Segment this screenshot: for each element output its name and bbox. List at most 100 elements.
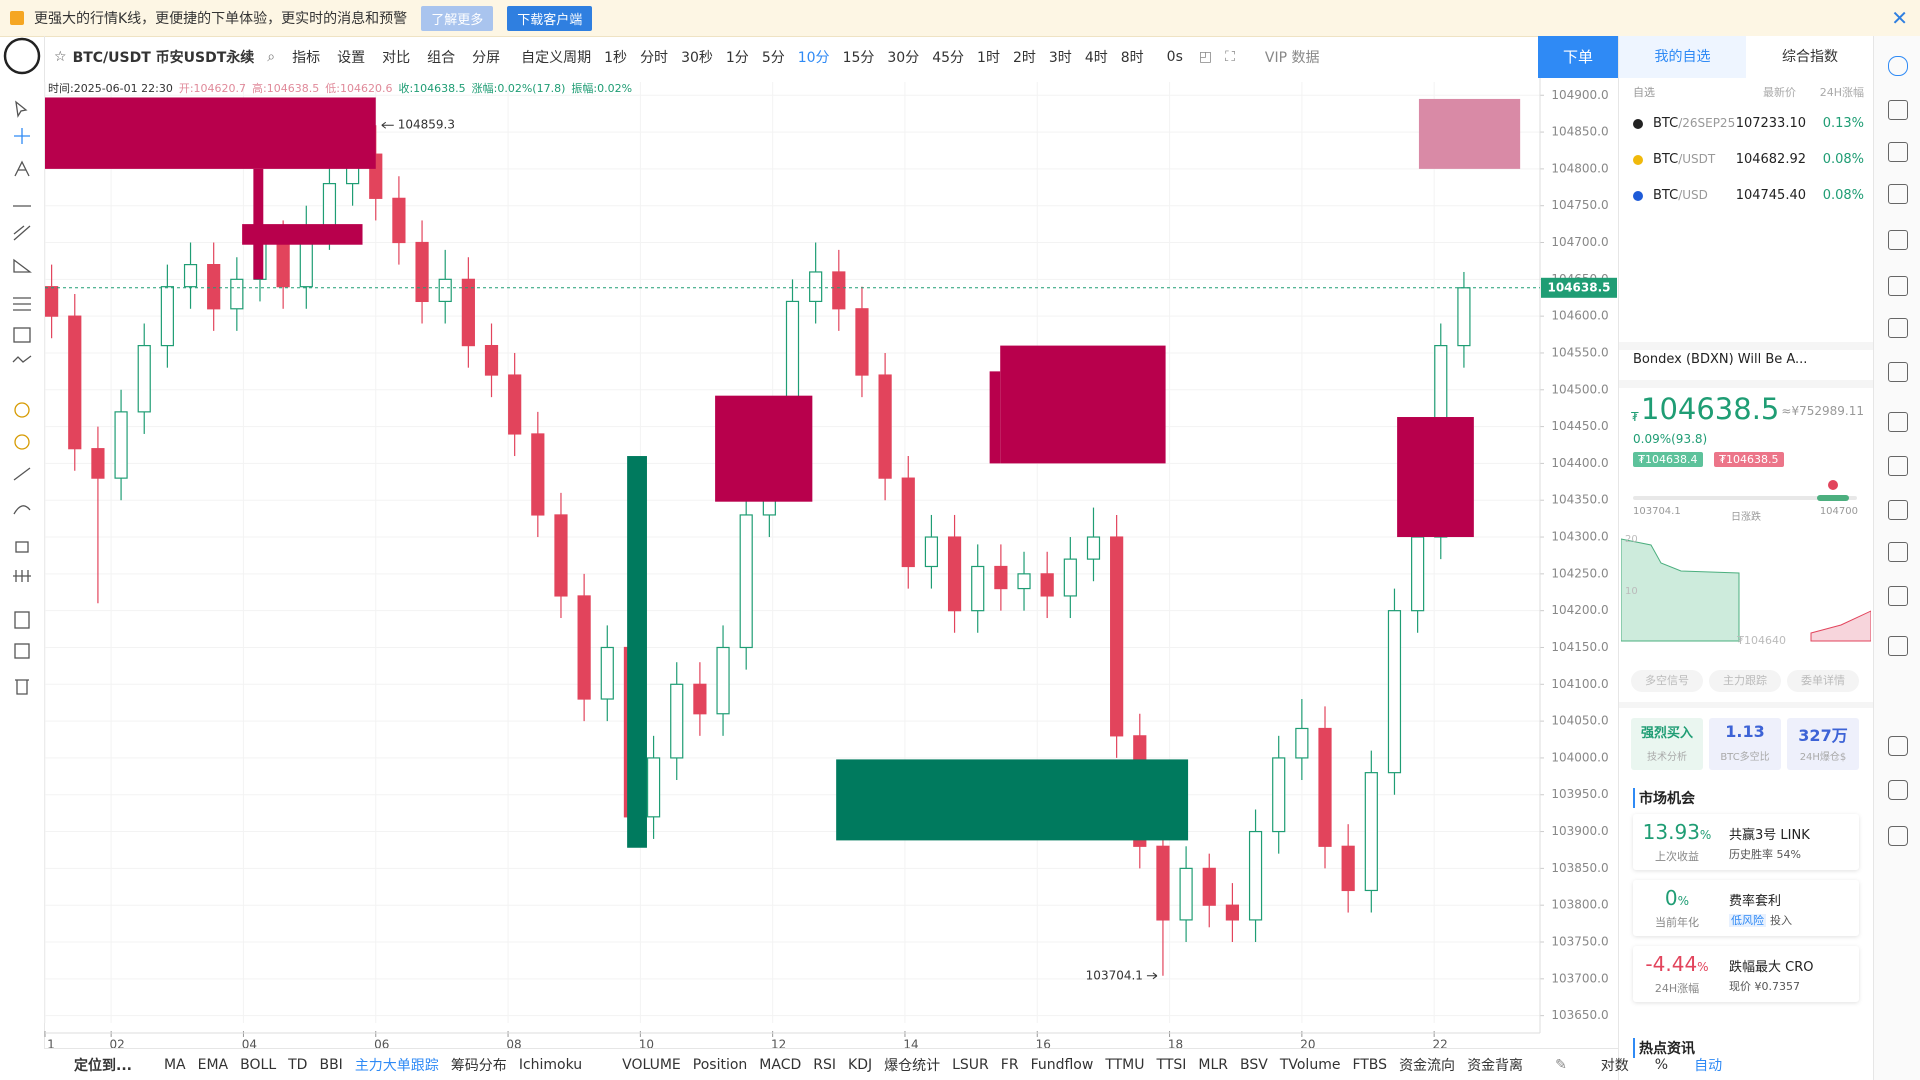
locate-button[interactable]: 定位到... (74, 1058, 132, 1074)
vip-data[interactable]: VIP 数据 (1264, 50, 1320, 66)
indicator-button[interactable]: MA (163, 1057, 186, 1073)
coin-icon (1633, 155, 1643, 165)
indicator-button[interactable]: BSV (1240, 1057, 1268, 1073)
close-banner[interactable]: ✕ (1891, 6, 1908, 30)
side-icon[interactable] (1888, 826, 1908, 846)
indicator-button[interactable]: 筹码分布 (450, 1058, 507, 1074)
side-icon[interactable] (1888, 412, 1908, 432)
symbol-star[interactable]: ☆ (54, 49, 67, 65)
signal-button[interactable]: 委单详情 (1787, 670, 1859, 692)
order-block (715, 395, 813, 502)
mini-label: ₮104640 (1737, 634, 1786, 647)
range-high: 104700 (1819, 506, 1858, 517)
tool-button[interactable]: 设置 (337, 50, 366, 66)
indicator-button[interactable]: 爆仓统计 (884, 1058, 941, 1074)
axis-mode[interactable]: 自动 (1694, 1058, 1723, 1074)
tab[interactable]: 综合指数 (1782, 49, 1838, 65)
signal-button[interactable]: 多空信号 (1631, 670, 1703, 692)
candle-body (1156, 845, 1170, 921)
side-icon[interactable] (1888, 230, 1908, 250)
candle-body (1411, 536, 1425, 612)
symbol[interactable]: BTC/USDT 币安USDT永续 (72, 50, 255, 66)
period-button[interactable]: 分时 (640, 50, 669, 66)
indicator-button[interactable]: RSI (813, 1057, 837, 1073)
indicator-button[interactable]: Position (692, 1057, 748, 1073)
indicator-button[interactable]: FR (1000, 1057, 1019, 1073)
indicator-button[interactable]: TTMU (1105, 1057, 1145, 1073)
period-button[interactable]: 15分 (842, 50, 875, 66)
side-icon[interactable] (1888, 362, 1908, 382)
y-tick-label: 104350.0 (1551, 493, 1608, 507)
opportunity-card[interactable] (1633, 946, 1859, 1002)
coin-name[interactable]: BTC/USD (1653, 188, 1708, 203)
period-button[interactable]: 10分 (797, 50, 830, 66)
period-button[interactable]: 45分 (932, 50, 965, 66)
side-icon[interactable] (1888, 456, 1908, 476)
coin-name[interactable]: BTC/26SEP25 (1653, 116, 1735, 131)
indicator-button[interactable]: TD (288, 1057, 308, 1073)
period-button[interactable]: 5分 (761, 50, 785, 66)
fullscreen-icon[interactable]: ⛶ (1225, 49, 1235, 65)
side-icon[interactable] (1888, 100, 1908, 120)
period-button[interactable]: 30秒 (681, 50, 713, 66)
period-button[interactable]: 2时 (1012, 50, 1036, 66)
tool-button[interactable]: 指标 (292, 50, 321, 66)
order-block (989, 371, 1001, 464)
tab-active[interactable]: 我的自选 (1619, 36, 1746, 78)
side-icon[interactable] (1888, 318, 1908, 338)
tool-button[interactable]: 对比 (382, 50, 411, 66)
period-button[interactable]: 1分 (725, 50, 749, 66)
indicator-button[interactable]: TTSI (1156, 1057, 1187, 1073)
indicator-button[interactable]: Fundflow (1030, 1057, 1094, 1073)
side-icon[interactable] (1888, 500, 1908, 520)
side-icon[interactable] (1888, 542, 1908, 562)
side-icon[interactable] (1888, 184, 1908, 204)
learn-more-button[interactable]: 了解更多 (421, 5, 494, 31)
side-icon[interactable] (1888, 586, 1908, 606)
side-icon[interactable] (1888, 736, 1908, 756)
indicator-button[interactable]: BOLL (240, 1057, 277, 1073)
period-button[interactable]: 3时 (1048, 50, 1072, 66)
news[interactable]: Bondex (BDXN) Will Be A... (1633, 352, 1808, 367)
side-icon[interactable] (1888, 780, 1908, 800)
indicator-button[interactable]: 主力大单跟踪 (354, 1058, 439, 1074)
axis-mode[interactable]: % (1654, 1057, 1669, 1073)
opportunity-card[interactable] (1633, 814, 1859, 870)
search-icon[interactable]: ⌕ (267, 49, 276, 65)
indicator-button[interactable]: 资金流向 (1399, 1058, 1456, 1074)
coin-name[interactable]: BTC/USDT (1653, 152, 1715, 167)
indicator-button[interactable]: LSUR (952, 1057, 989, 1073)
camera-icon[interactable]: ◰ (1198, 49, 1213, 65)
list-header: 自选 (1633, 86, 1655, 99)
order-button[interactable]: 下单 (1538, 36, 1618, 78)
indicator-button[interactable]: FTBS (1352, 1057, 1388, 1073)
indicator-button[interactable]: TVolume (1279, 1057, 1341, 1073)
tool-button[interactable]: 分屏 (472, 50, 501, 66)
period-button[interactable]: 1时 (977, 50, 1000, 66)
signal-button[interactable]: 主力跟踪 (1709, 670, 1781, 692)
side-icon[interactable] (1888, 636, 1908, 656)
indicator-button[interactable]: 资金背离 (1467, 1058, 1524, 1074)
axis-mode[interactable]: 对数 (1600, 1058, 1629, 1074)
side-icon[interactable] (1888, 276, 1908, 296)
mini-y: 20 (1625, 534, 1638, 545)
period-button[interactable]: 8时 (1120, 50, 1144, 66)
candle-body (230, 278, 244, 310)
indicator-button[interactable]: EMA (197, 1057, 229, 1073)
period-button[interactable]: 4时 (1084, 50, 1108, 66)
side-icon[interactable] (1888, 56, 1908, 76)
indicator-button[interactable]: BBI (319, 1057, 343, 1073)
edit-icon[interactable]: ✎ (1555, 1057, 1567, 1073)
period-button[interactable]: 30分 (887, 50, 920, 66)
indicator-button[interactable]: MLR (1198, 1057, 1228, 1073)
side-icon[interactable] (1888, 142, 1908, 162)
candle-body (809, 271, 823, 303)
indicator-button[interactable]: Ichimoku (518, 1057, 583, 1073)
indicator-button[interactable]: KDJ (848, 1057, 873, 1073)
tool-button[interactable]: 组合 (427, 50, 456, 66)
download-button[interactable]: 下载客户端 (507, 5, 593, 31)
custom-period[interactable]: 自定义周期 (521, 50, 592, 66)
period-button[interactable]: 1秒 (604, 50, 628, 66)
indicator-button[interactable]: MACD (759, 1057, 802, 1073)
indicator-button[interactable]: VOLUME (622, 1057, 681, 1073)
